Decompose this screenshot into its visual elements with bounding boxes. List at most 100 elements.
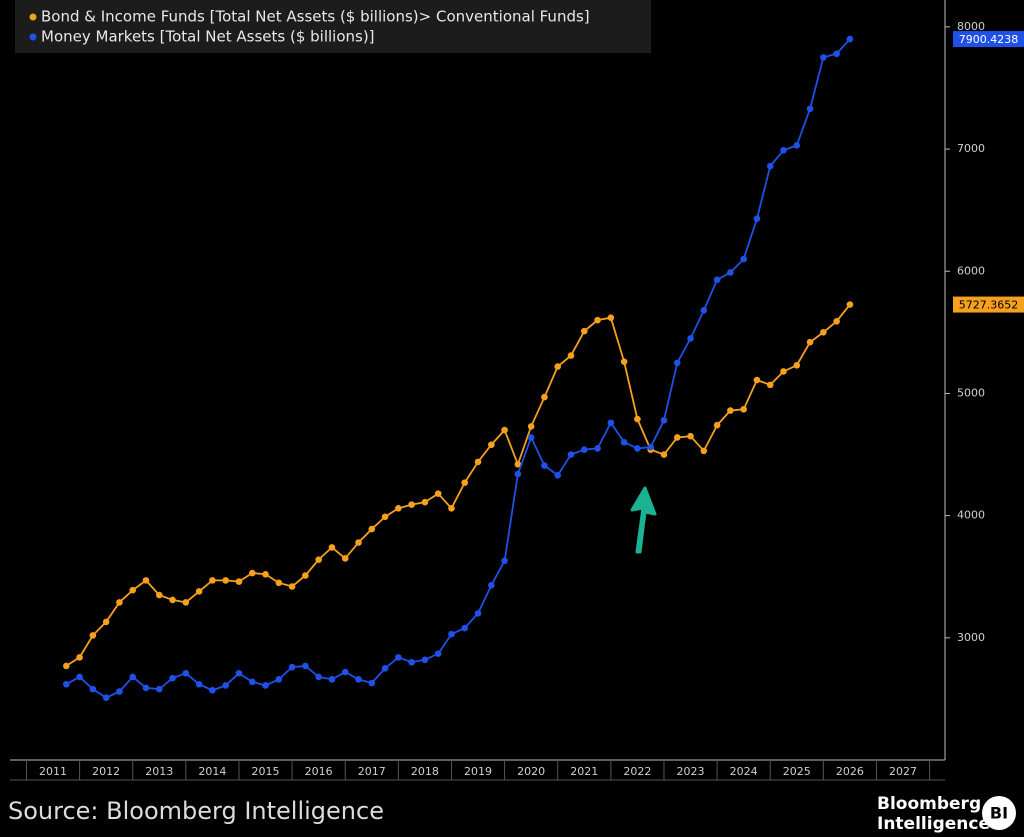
x-tick-label: 2011 — [39, 765, 67, 778]
data-point — [421, 498, 429, 506]
data-point — [209, 687, 216, 694]
data-point — [182, 599, 190, 606]
x-tick-label: 2017 — [358, 765, 386, 778]
source: Source: Bloomberg Intelligence — [8, 797, 384, 825]
data-point — [634, 415, 641, 423]
data-point — [408, 658, 415, 666]
data-point — [580, 327, 588, 335]
data-point — [315, 673, 322, 681]
data-point — [235, 669, 243, 677]
data-point — [554, 363, 562, 370]
last-value-label: 5727.3652 — [959, 299, 1019, 312]
data-point — [594, 316, 601, 324]
data-point — [793, 362, 801, 369]
data-point — [567, 451, 575, 458]
data-point — [102, 618, 110, 626]
data-point — [169, 596, 176, 604]
data-point — [700, 307, 708, 314]
x-tick-label: 2027 — [889, 765, 917, 778]
y-tick-label: 6000 — [957, 264, 985, 277]
data-point — [288, 583, 296, 590]
last-value-tag — [953, 296, 1024, 313]
legend-label: Money Markets [Total Net Assets ($ billi… — [41, 28, 375, 46]
data-point — [753, 376, 761, 384]
last-value-label: 7900.4238 — [959, 33, 1019, 46]
data-point — [76, 673, 83, 681]
y-tick-label: 3000 — [957, 631, 985, 644]
y-tick-label: 4000 — [957, 509, 985, 522]
x-tick-label: 2025 — [783, 765, 811, 778]
x-tick-label: 2014 — [198, 765, 226, 778]
legend-marker — [29, 13, 37, 21]
data-point — [740, 255, 747, 263]
data-point — [501, 557, 508, 565]
data-point — [753, 215, 761, 223]
data-point — [541, 393, 548, 401]
data-point — [740, 406, 747, 413]
data-point — [713, 421, 721, 429]
data-point — [806, 105, 814, 113]
data-point — [461, 624, 469, 632]
data-point — [129, 586, 137, 594]
data-point — [634, 445, 641, 452]
data-point — [248, 569, 256, 577]
data-point — [806, 338, 814, 346]
y-tick-label: 7000 — [957, 142, 985, 155]
y-tick-label: 5000 — [957, 386, 985, 399]
data-point — [673, 434, 681, 441]
data-point — [102, 694, 110, 701]
data-point — [766, 381, 774, 389]
y-tick-label: 8000 — [957, 20, 985, 33]
data-point — [647, 443, 654, 451]
data-point — [368, 525, 376, 533]
data-point — [434, 650, 442, 657]
data-point — [341, 555, 349, 562]
x-tick-label: 2020 — [517, 765, 545, 778]
logo-badge — [982, 796, 1016, 830]
data-point — [461, 479, 469, 486]
data-point — [660, 451, 668, 458]
data-point — [833, 318, 840, 325]
legend-box — [15, 0, 651, 53]
x-tick-label: 2022 — [623, 765, 651, 778]
data-point — [195, 588, 203, 595]
annotation-arrow — [630, 486, 657, 554]
data-point — [434, 490, 442, 497]
data-point — [594, 445, 601, 452]
legend-marker — [29, 33, 37, 41]
data-point — [514, 461, 522, 468]
data-point — [501, 426, 508, 434]
data-point — [408, 501, 415, 508]
data-point — [780, 368, 787, 375]
data-point — [687, 335, 694, 342]
data-point — [195, 680, 203, 688]
data-point — [527, 423, 535, 430]
data-point — [63, 680, 70, 688]
data-point — [395, 504, 402, 512]
data-point — [474, 610, 482, 617]
data-point — [673, 359, 681, 367]
data-point — [275, 579, 283, 587]
data-point — [275, 676, 283, 683]
data-point — [302, 572, 309, 579]
data-point — [793, 142, 801, 149]
data-point — [580, 446, 588, 453]
data-point — [488, 581, 495, 589]
data-point — [328, 544, 336, 551]
data-point — [235, 578, 243, 585]
data-point — [262, 682, 269, 689]
data-point — [474, 458, 482, 466]
x-tick-label: 2019 — [464, 765, 492, 778]
data-point — [89, 685, 97, 693]
logo-line1: Bloomberg — [877, 794, 981, 814]
x-tick-label: 2018 — [411, 765, 439, 778]
x-tick-label: 2015 — [252, 765, 280, 778]
data-point — [820, 329, 827, 336]
x-tick-label: 2024 — [730, 765, 758, 778]
data-point — [846, 35, 854, 43]
data-point — [89, 632, 97, 639]
data-point — [727, 407, 734, 414]
data-point — [222, 577, 229, 584]
